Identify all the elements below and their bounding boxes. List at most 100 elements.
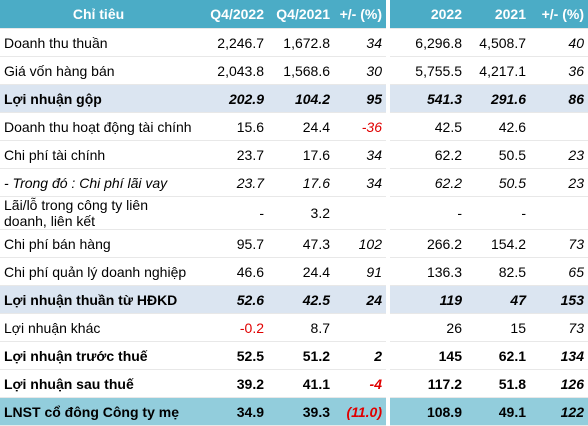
table-row: Chi phí bán hàng 95.7 47.3 102 266.2 154.2 73 [0,229,588,258]
cell-value: 95.7 [197,229,268,258]
cell-value: 1,672.8 [268,28,334,57]
cell-value: 49.1 [466,397,530,426]
cell-value: 34 [334,28,388,57]
cell-value: 23.7 [197,168,268,197]
row-label: Chi phí tài chính [0,140,197,169]
table-row: Lợi nhuận trước thuế 52.5 51.2 2 145 62.1 134 [0,341,588,370]
cell-value: 2,043.8 [197,56,268,85]
cell-value: 47.3 [268,229,334,258]
cell-value: 23 [530,168,588,197]
table-row: LNST cổ đông Công ty mẹ 34.9 39.3 (11.0) 108… [0,397,588,426]
cell-value: 73 [530,313,588,342]
row-label: Lãi/lỗ trong công ty liên doanh, liên kế… [0,196,197,230]
cell-value: 153 [530,285,588,314]
cell-value: 52.5 [197,341,268,370]
cell-value: 42.6 [466,112,530,141]
cell-value: 39.3 [268,397,334,426]
row-label: Chi phí bán hàng [0,229,197,258]
cell-value: 23.7 [197,140,268,169]
column-header: 2021 [466,0,530,29]
cell-value: 4,508.7 [466,28,530,57]
cell-value: 15.6 [197,112,268,141]
cell-value: 46.6 [197,257,268,286]
cell-value: 50.5 [466,140,530,169]
cell-value [334,313,388,342]
table-row: Lợi nhuận gộp 202.9 104.2 95 541.3 291.6 86 [0,84,588,113]
table-row: - Trong đó : Chi phí lãi vay 23.7 17.6 34 62… [0,168,588,197]
cell-value: 3.2 [268,196,334,230]
column-header: Q4/2022 [197,0,268,29]
cell-value: 42.5 [268,285,334,314]
cell-value: 51.8 [466,369,530,398]
cell-value: 34 [334,140,388,169]
cell-value: (11.0) [334,397,388,426]
column-header: +/- (%) [334,0,388,29]
cell-value: 102 [334,229,388,258]
table-body: Doanh thu thuần 2,246.7 1,672.8 34 6,296.8 4,… [0,28,588,426]
cell-value: 62.1 [466,341,530,370]
column-header: Q4/2021 [268,0,334,29]
cell-value: - [386,196,466,230]
cell-value: 82.5 [466,257,530,286]
column-header: 2022 [386,0,466,29]
cell-value: 62.2 [386,140,466,169]
cell-value: 136.3 [386,257,466,286]
row-label: Doanh thu thuần [0,28,197,57]
table-row: Giá vốn hàng bán 2,043.8 1,568.6 30 5,755.5 4… [0,56,588,85]
table-row: Lợi nhuận khác -0.2 8.7 26 15 73 [0,313,588,342]
cell-value: 47 [466,285,530,314]
cell-value: 24.4 [268,112,334,141]
row-label: Lợi nhuận trước thuế [0,341,197,370]
cell-value: 50.5 [466,168,530,197]
cell-value: 2,246.7 [197,28,268,57]
cell-value: 1,568.6 [268,56,334,85]
cell-value [334,196,388,230]
cell-value: 6,296.8 [386,28,466,57]
cell-value: 24 [334,285,388,314]
cell-value: 34 [334,168,388,197]
cell-value [530,196,588,230]
cell-value: -4 [334,369,388,398]
cell-value: 108.9 [386,397,466,426]
column-header: +/- (%) [530,0,588,29]
cell-value: 39.2 [197,369,268,398]
row-label: Lợi nhuận sau thuế [0,369,197,398]
row-label: Doanh thu hoạt động tài chính [0,112,197,141]
cell-value [530,112,588,141]
table-row: Lợi nhuận sau thuế 39.2 41.1 -4 117.2 51.8 126 [0,369,588,398]
cell-value: 202.9 [197,84,268,113]
cell-value: 154.2 [466,229,530,258]
cell-value: 4,217.1 [466,56,530,85]
cell-value: - [466,196,530,230]
cell-value: 52.6 [197,285,268,314]
table-row: Chi phí quản lý doanh nghiệp 46.6 24.4 91 13… [0,257,588,286]
cell-value: 2 [334,341,388,370]
cell-value: 119 [386,285,466,314]
cell-value: 266.2 [386,229,466,258]
cell-value: 65 [530,257,588,286]
cell-value: -0.2 [197,313,268,342]
cell-value: 51.2 [268,341,334,370]
cell-value: 24.4 [268,257,334,286]
cell-value: 91 [334,257,388,286]
cell-value: 41.1 [268,369,334,398]
cell-value: 104.2 [268,84,334,113]
row-label: Giá vốn hàng bán [0,56,197,85]
row-label: Chi phí quản lý doanh nghiệp [0,257,197,286]
cell-value: 42.5 [386,112,466,141]
cell-value: 40 [530,28,588,57]
table-row: Doanh thu thuần 2,246.7 1,672.8 34 6,296.8 4,… [0,28,588,57]
table-row: Doanh thu hoạt động tài chính 15.6 24.4 -36… [0,112,588,141]
cell-value: 34.9 [197,397,268,426]
row-label: Lợi nhuận thuần từ HĐKD [0,285,197,314]
table-row: Lợi nhuận thuần từ HĐKD 52.6 42.5 24 119 47 15… [0,285,588,314]
cell-value: 117.2 [386,369,466,398]
cell-value: 5,755.5 [386,56,466,85]
table-row: Lãi/lỗ trong công ty liên doanh, liên kế… [0,196,588,230]
cell-value: 62.2 [386,168,466,197]
cell-value: 86 [530,84,588,113]
row-label: Lợi nhuận gộp [0,84,197,113]
cell-value: 541.3 [386,84,466,113]
row-label: Lợi nhuận khác [0,313,197,342]
